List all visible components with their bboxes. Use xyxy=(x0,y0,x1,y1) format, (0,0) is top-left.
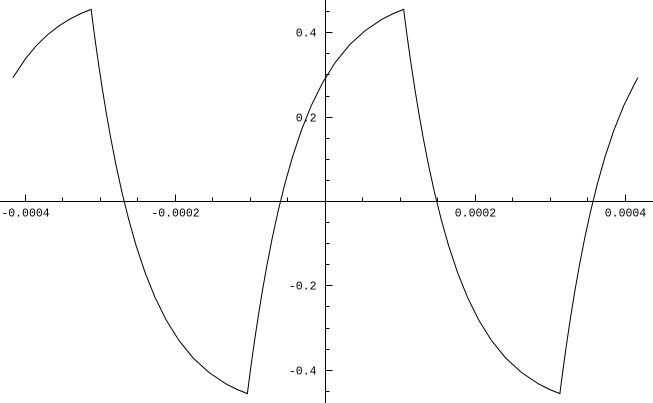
y-tick-label: 0.4 xyxy=(296,28,317,41)
y-tick-label: -0.4 xyxy=(289,366,317,379)
x-tick-label: -0.0002 xyxy=(151,208,199,221)
y-tick-label: -0.2 xyxy=(289,281,317,294)
signal-curve xyxy=(12,8,639,395)
x-tick-label: -0.0004 xyxy=(1,208,49,221)
x-tick-label: 0.0002 xyxy=(455,208,497,221)
x-tick-label: 0.0004 xyxy=(605,208,647,221)
